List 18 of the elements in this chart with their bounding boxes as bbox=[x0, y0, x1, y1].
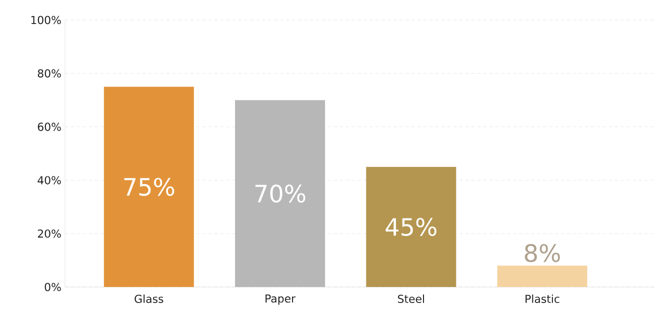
bar bbox=[235, 100, 326, 287]
x-tick-label: Paper bbox=[266, 294, 296, 305]
data-label: 8% bbox=[524, 244, 560, 262]
y-tick-label: 80% bbox=[38, 69, 61, 78]
data-label: 45% bbox=[386, 218, 436, 236]
y-tick-label: 60% bbox=[38, 122, 61, 131]
data-label: 70% bbox=[255, 184, 306, 203]
y-tick-label: 40% bbox=[38, 176, 61, 184]
bar bbox=[497, 266, 588, 287]
y-tick-label: 100% bbox=[31, 16, 61, 24]
x-tick-label: Steel bbox=[398, 294, 424, 303]
y-tick-label: 20% bbox=[38, 229, 61, 238]
bar bbox=[104, 86, 194, 287]
data-label: 75% bbox=[124, 178, 174, 196]
bar bbox=[366, 166, 456, 287]
y-tick-label: 0% bbox=[44, 282, 61, 292]
x-tick-label: Glass bbox=[134, 294, 164, 303]
x-tick-label: Plastic bbox=[526, 294, 560, 303]
